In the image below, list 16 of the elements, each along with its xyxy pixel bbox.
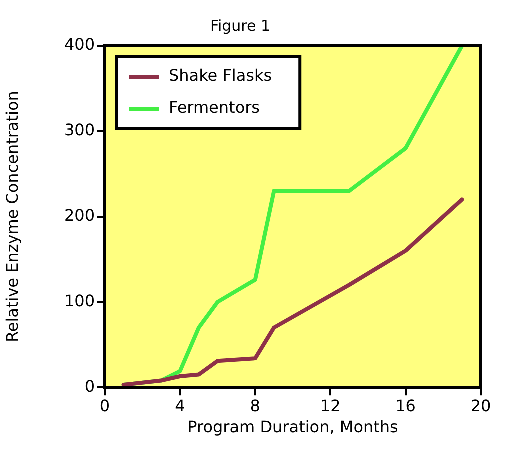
legend-label: Shake Flasks <box>169 66 272 86</box>
y-tick-label: 100 <box>64 291 95 310</box>
x-tick-label: 8 <box>250 396 260 416</box>
y-tick-label: 300 <box>64 120 95 140</box>
y-tick-label: 200 <box>64 206 95 225</box>
legend-label: Fermentors <box>169 98 260 118</box>
x-tick-label: 20 <box>470 396 492 416</box>
y-tick-label: 0 <box>84 376 95 396</box>
x-tick-label: 0 <box>100 396 110 416</box>
y-axis-title: Relative Enzyme Concentration <box>2 91 22 343</box>
x-tick-label: 16 <box>396 396 416 416</box>
x-tick-label: 4 <box>175 396 186 416</box>
x-tick-label: 12 <box>320 396 341 416</box>
x-axis-title: Program Duration, Months <box>188 418 398 437</box>
y-tick-label: 400 <box>64 35 95 54</box>
chart-title: Figure 1 <box>210 16 271 35</box>
